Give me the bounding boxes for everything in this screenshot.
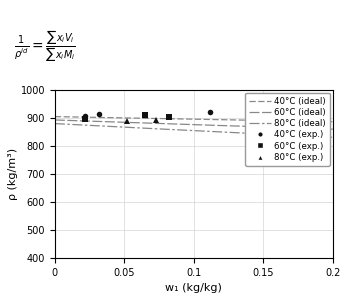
Legend: 40°C (ideal), 60°C (ideal), 80°C (ideal), 40°C (exp.), 60°C (exp.), 80°C (exp.): 40°C (ideal), 60°C (ideal), 80°C (ideal)…: [245, 93, 330, 166]
Text: $\frac{1}{\rho^{id}}=\frac{\sum x_i V_i}{\sum x_i M_i}$: $\frac{1}{\rho^{id}}=\frac{\sum x_i V_i}…: [14, 30, 75, 64]
Y-axis label: ρ (kg/m³): ρ (kg/m³): [8, 148, 18, 200]
X-axis label: w₁ (kg/kg): w₁ (kg/kg): [165, 283, 222, 293]
